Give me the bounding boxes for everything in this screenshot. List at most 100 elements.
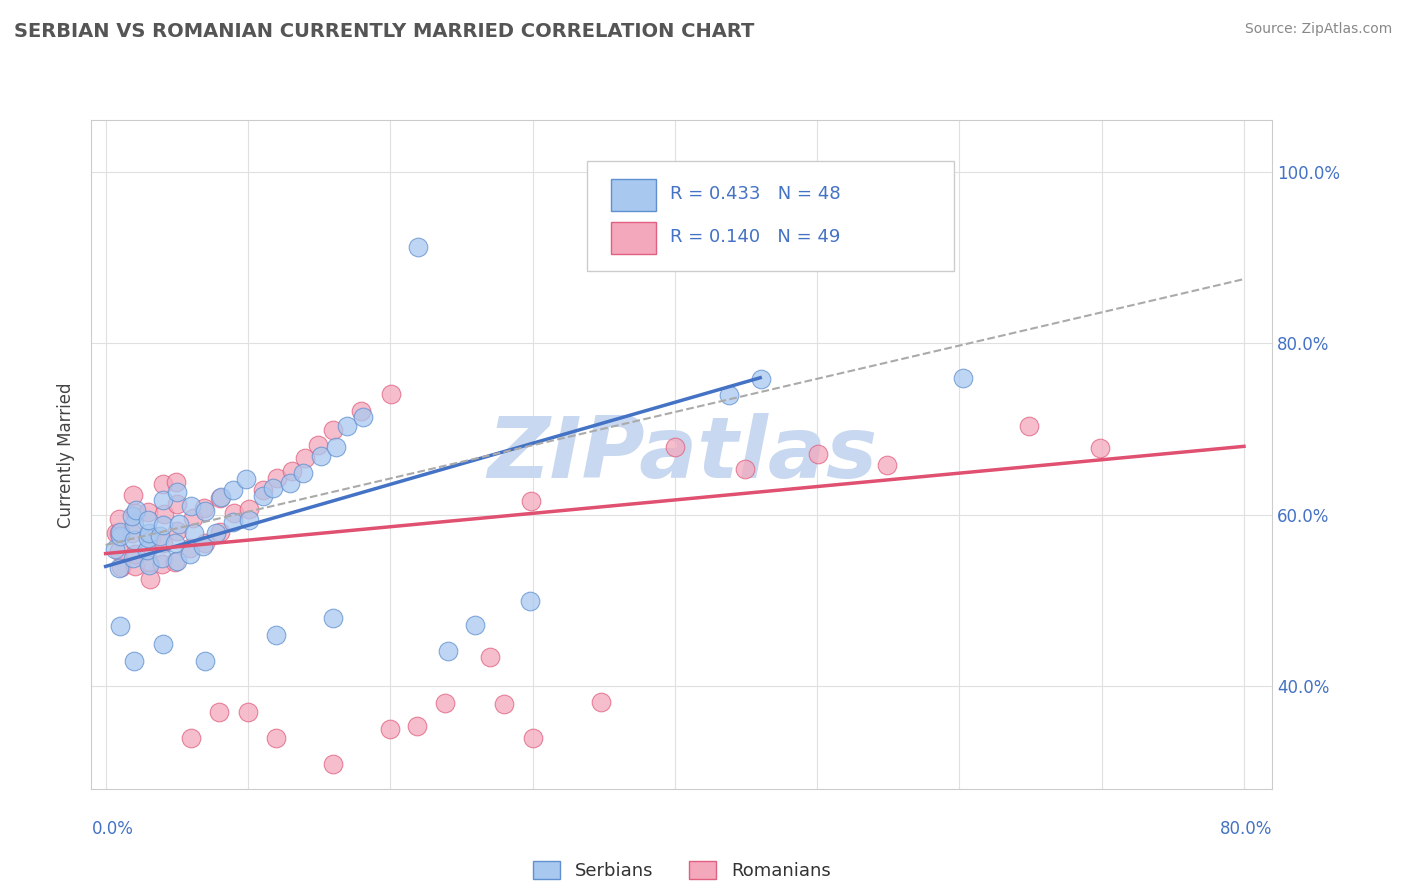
Point <box>108 561 131 575</box>
Point <box>238 501 260 516</box>
Point <box>149 529 172 543</box>
Point <box>205 525 228 540</box>
Point <box>322 424 344 438</box>
Point <box>108 619 131 633</box>
Point <box>252 488 274 502</box>
Point <box>281 464 304 478</box>
Point <box>664 440 686 454</box>
Point <box>121 525 143 540</box>
Point <box>519 593 541 607</box>
Text: Source: ZipAtlas.com: Source: ZipAtlas.com <box>1244 22 1392 37</box>
Point <box>122 488 145 502</box>
Point <box>180 499 202 513</box>
Point <box>152 536 174 550</box>
Point <box>408 240 430 254</box>
Point <box>208 705 231 719</box>
Point <box>589 695 612 709</box>
Point <box>150 551 173 566</box>
Point <box>136 542 159 557</box>
Point <box>166 496 188 510</box>
Point <box>519 494 541 508</box>
Point <box>209 524 232 539</box>
Point <box>138 558 160 573</box>
FancyBboxPatch shape <box>588 161 953 271</box>
Point <box>749 372 772 386</box>
Point <box>952 371 974 385</box>
Point <box>136 505 159 519</box>
Point <box>433 697 456 711</box>
Point <box>380 387 402 401</box>
Point <box>322 756 344 771</box>
Legend: Serbians, Romanians: Serbians, Romanians <box>526 854 838 888</box>
Text: SERBIAN VS ROMANIAN CURRENTLY MARRIED CORRELATION CHART: SERBIAN VS ROMANIAN CURRENTLY MARRIED CO… <box>14 22 755 41</box>
Point <box>309 450 332 464</box>
Point <box>876 458 898 473</box>
Point <box>163 555 186 569</box>
Point <box>136 513 159 527</box>
Bar <box>612 178 657 211</box>
Point <box>152 517 174 532</box>
Point <box>167 517 190 532</box>
Point <box>124 559 146 574</box>
Bar <box>612 222 657 254</box>
Text: R = 0.140   N = 49: R = 0.140 N = 49 <box>671 228 841 246</box>
Point <box>152 637 174 651</box>
Point <box>122 533 145 547</box>
Point <box>166 524 188 538</box>
Point <box>222 506 245 520</box>
Point <box>139 532 162 546</box>
Point <box>179 541 201 555</box>
Point <box>807 447 830 461</box>
Point <box>380 723 402 737</box>
Point <box>266 628 288 642</box>
Point <box>1088 442 1111 456</box>
Point <box>194 654 217 668</box>
Point <box>222 515 245 529</box>
Point <box>150 557 173 571</box>
Point <box>252 483 274 497</box>
Point <box>209 490 232 504</box>
Point <box>121 508 143 523</box>
Point <box>221 483 243 497</box>
Point <box>718 388 741 402</box>
Point <box>108 525 131 540</box>
Point <box>136 531 159 545</box>
Point <box>124 503 146 517</box>
Point <box>478 650 501 665</box>
Point <box>104 526 127 541</box>
Point <box>108 529 131 543</box>
Point <box>179 547 201 561</box>
Text: 80.0%: 80.0% <box>1220 820 1272 838</box>
Point <box>208 491 231 505</box>
Point <box>110 524 132 539</box>
Text: 0.0%: 0.0% <box>91 820 134 838</box>
Point <box>352 409 374 424</box>
Point <box>292 466 315 480</box>
Point <box>110 560 132 574</box>
Text: ZIPatlas: ZIPatlas <box>486 413 877 497</box>
Point <box>122 550 145 565</box>
Point <box>294 451 316 466</box>
Point <box>406 719 429 733</box>
Point <box>262 481 284 495</box>
Point <box>235 472 257 486</box>
Point <box>191 539 214 553</box>
Point <box>166 485 188 500</box>
Point <box>124 506 146 520</box>
Point <box>325 440 347 454</box>
Point <box>522 731 544 745</box>
Point <box>492 697 515 711</box>
Point <box>236 705 259 719</box>
Point <box>266 471 288 485</box>
Point <box>107 512 129 526</box>
Point <box>238 512 260 526</box>
Point <box>104 541 127 556</box>
Point <box>183 525 205 540</box>
Point <box>350 404 373 418</box>
Point <box>122 516 145 531</box>
Point <box>122 654 145 668</box>
Point <box>463 617 485 632</box>
Point <box>336 418 359 433</box>
Point <box>1018 419 1040 434</box>
Point <box>138 526 160 541</box>
